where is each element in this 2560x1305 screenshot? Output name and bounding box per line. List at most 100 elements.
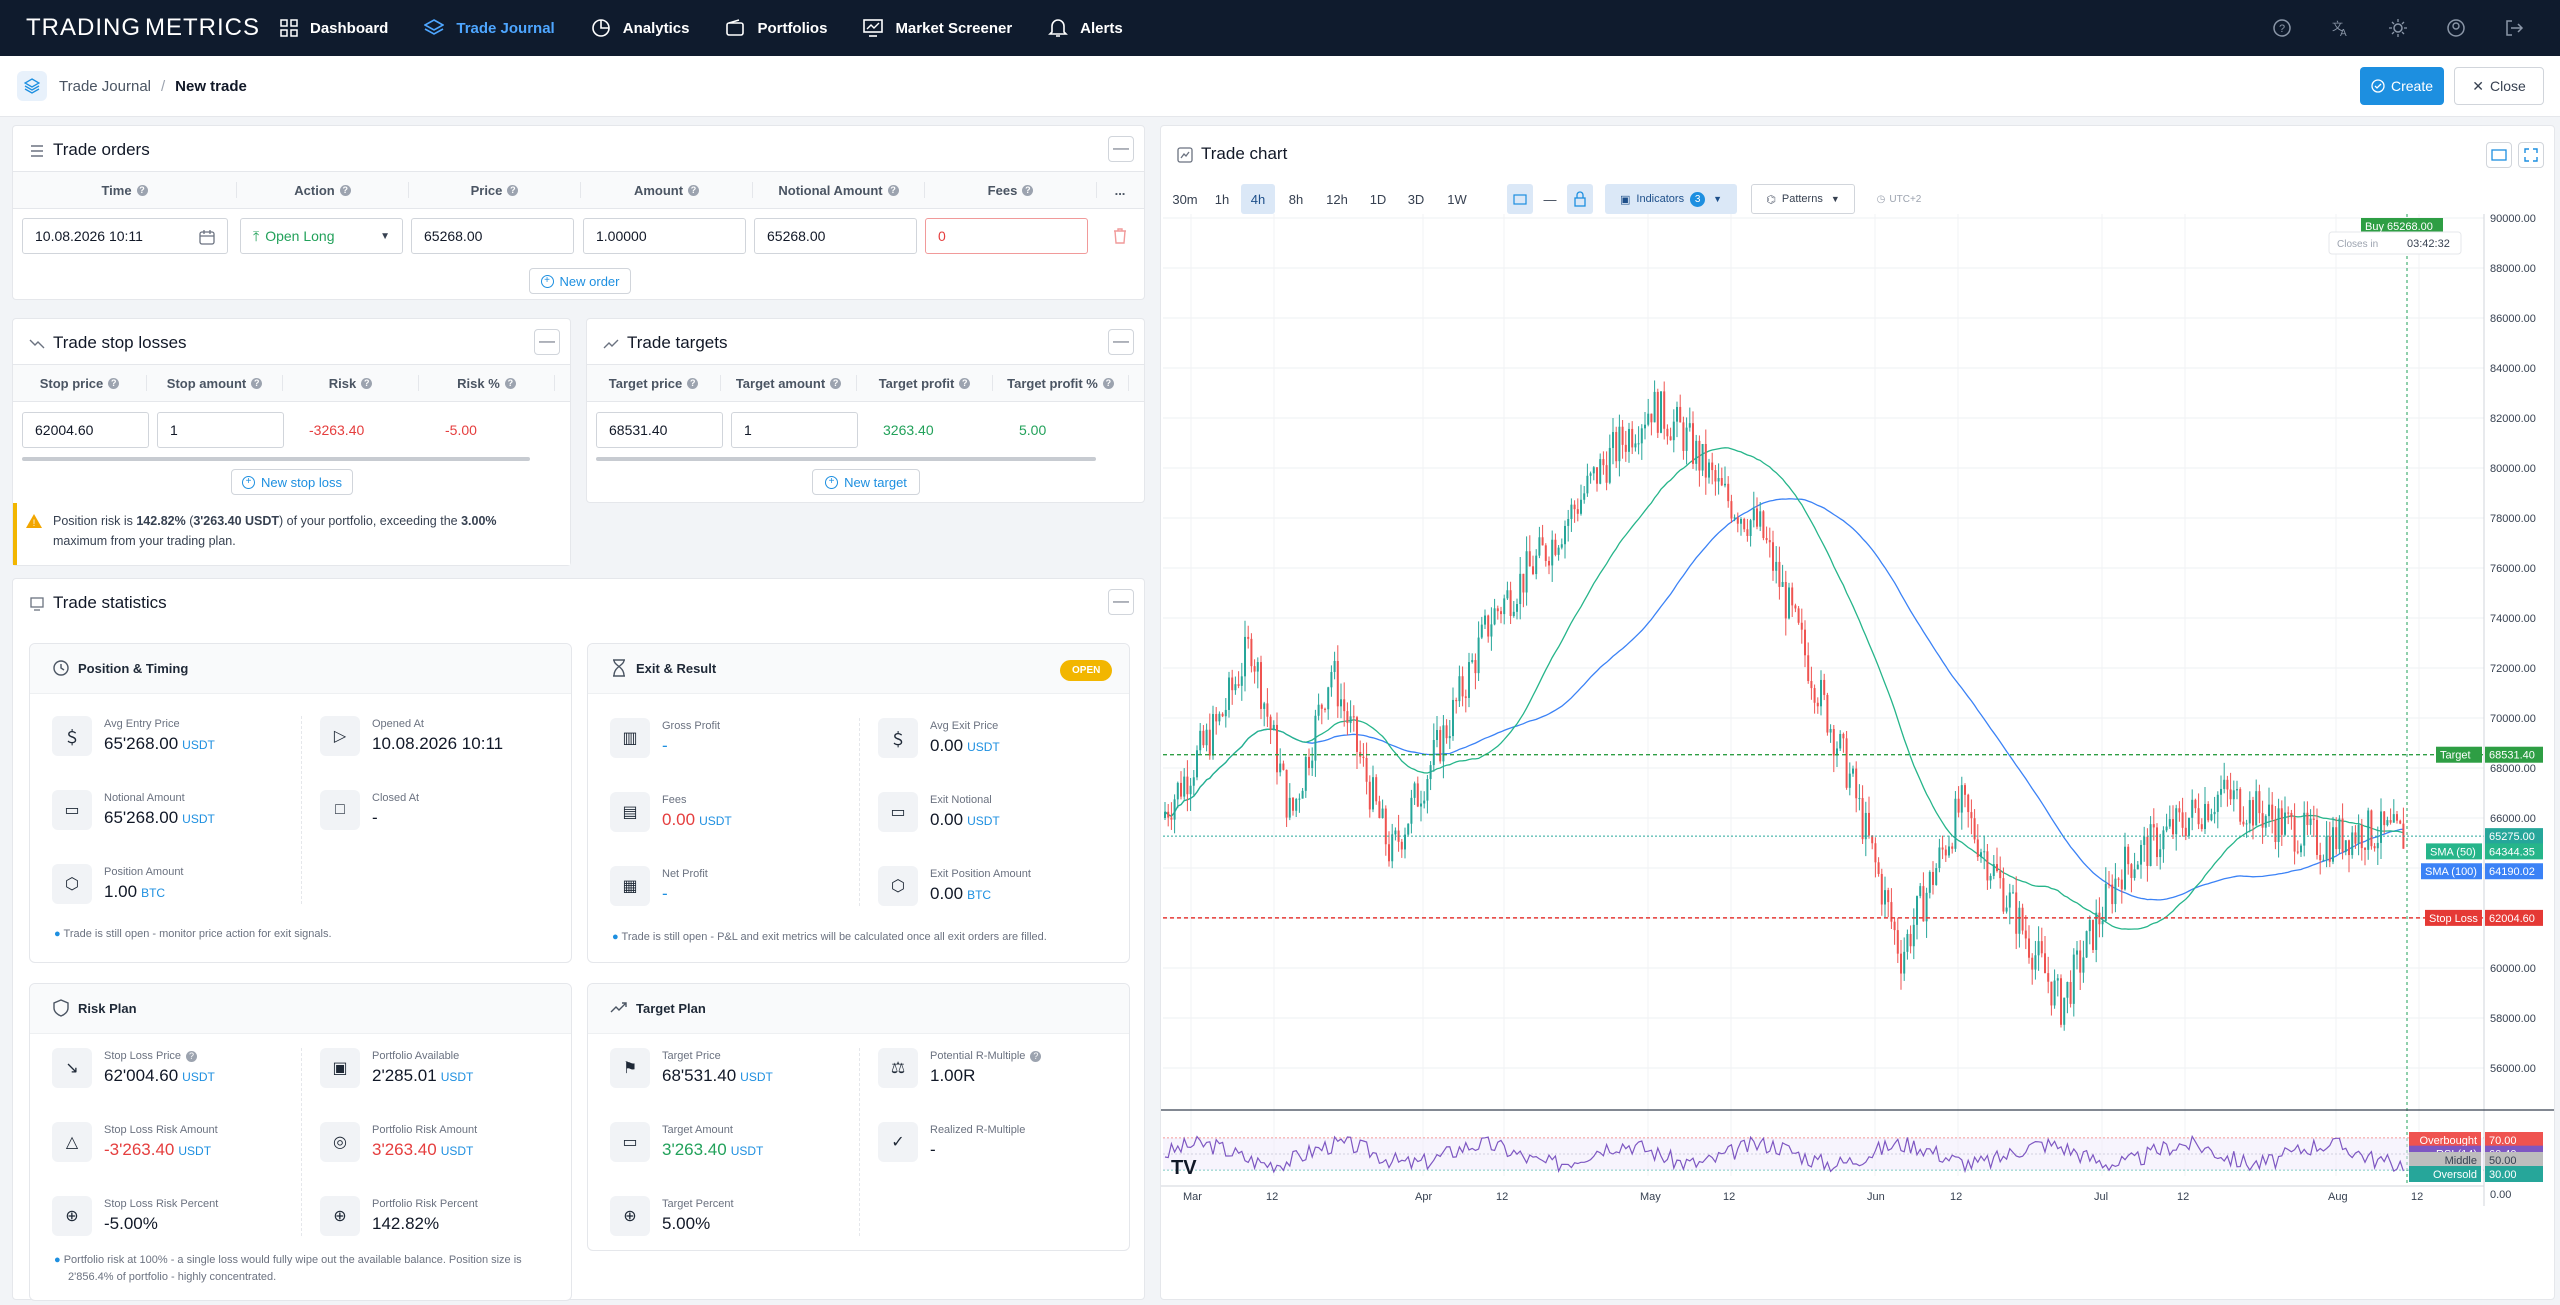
- tf-1w[interactable]: 1W: [1447, 191, 1467, 207]
- stat-label: Avg Entry Price: [104, 718, 180, 730]
- target-price-input[interactable]: 68531.40: [596, 412, 723, 448]
- target-amount-input[interactable]: 1: [731, 412, 858, 448]
- price-tick-label: 56000.00: [2490, 1063, 2536, 1075]
- screenshot-button[interactable]: [2486, 142, 2512, 168]
- account-icon[interactable]: [2446, 18, 2466, 38]
- candle-body: [1324, 708, 1326, 710]
- tf-4h[interactable]: 4h: [1241, 184, 1275, 214]
- nav-market-screener[interactable]: Market Screener: [863, 0, 1012, 56]
- tf-1d[interactable]: 1D: [1369, 191, 1387, 207]
- tf-12h[interactable]: 12h: [1326, 191, 1348, 207]
- close-button[interactable]: ✕ Close: [2454, 67, 2544, 105]
- candle-body: [1602, 459, 1605, 466]
- sma-50-value-label: 64344.35: [2489, 846, 2535, 858]
- indicators-button[interactable]: ▣ Indicators 3 ▼: [1605, 184, 1737, 214]
- sma-100-label-bg: [2421, 863, 2482, 880]
- candle-body: [1228, 677, 1230, 710]
- status-badge: OPEN: [1060, 660, 1113, 681]
- nav-analytics[interactable]: Analytics: [591, 0, 689, 56]
- calendar-icon[interactable]: [199, 229, 215, 245]
- candle-body: [2386, 820, 2389, 826]
- candle-body: [2392, 814, 2395, 823]
- nav-trade-journal[interactable]: Trade Journal: [424, 0, 555, 56]
- candle-body: [1493, 608, 1496, 625]
- candle-body: [1442, 725, 1445, 762]
- nav-label: Alerts: [1080, 19, 1123, 37]
- candle-body: [1272, 724, 1275, 731]
- stat-unit: USDT: [699, 814, 732, 828]
- stop-price-input[interactable]: 62004.60: [22, 412, 149, 448]
- new-order-button[interactable]: + New order: [529, 268, 631, 294]
- price-tick-label: 88000.00: [2490, 263, 2536, 275]
- price-chart[interactable]: 90000.00 88000.00 86000.00 84000.00 82000.00…: [1161, 214, 2554, 1299]
- bar-chart-icon: ▥: [610, 718, 650, 758]
- create-button[interactable]: Create: [2360, 67, 2444, 105]
- new-target-button[interactable]: + New target: [812, 469, 920, 495]
- logout-icon[interactable]: [2504, 18, 2524, 38]
- candle-body: [1180, 782, 1182, 797]
- nav-alerts[interactable]: Alerts: [1048, 0, 1123, 56]
- nav-portfolios[interactable]: Portfolios: [725, 0, 827, 56]
- candle-body: [2050, 981, 2053, 1006]
- collapse-button[interactable]: —: [1108, 589, 1134, 615]
- info-icon: ?: [887, 184, 899, 196]
- order-fees-input[interactable]: 0: [925, 218, 1088, 254]
- horizontal-scrollbar[interactable]: [596, 457, 1096, 461]
- candle-body: [1170, 817, 1173, 820]
- stop-amount-input[interactable]: 1: [157, 412, 284, 448]
- trash-icon[interactable]: [1112, 227, 1128, 245]
- candle-body: [1560, 544, 1563, 548]
- svg-text:文: 文: [2332, 19, 2343, 33]
- candle-body: [1615, 432, 1618, 462]
- candle-body: [1522, 573, 1525, 593]
- play-icon: ▷: [320, 716, 360, 756]
- candle-body: [1823, 679, 1826, 695]
- col-label: Risk %: [457, 375, 500, 391]
- candle-body: [2312, 818, 2315, 820]
- collapse-button[interactable]: —: [1108, 136, 1134, 162]
- candle-body: [2044, 953, 2046, 974]
- breadcrumb-parent[interactable]: Trade Journal: [59, 77, 151, 95]
- patterns-button[interactable]: ⌬ Patterns ▼: [1751, 184, 1855, 214]
- order-action-select[interactable]: ⤒ Open Long ▼: [240, 218, 403, 254]
- fullscreen-button[interactable]: [2518, 142, 2544, 168]
- order-time-input[interactable]: 10.08.2026 10:11: [22, 218, 228, 254]
- order-notional-input[interactable]: 65268.00: [754, 218, 917, 254]
- nav-dashboard[interactable]: Dashboard: [280, 0, 388, 56]
- order-amount-input[interactable]: 1.00000: [583, 218, 746, 254]
- theme-icon[interactable]: [2388, 18, 2408, 38]
- tf-1h[interactable]: 1h: [1214, 191, 1230, 207]
- tf-3d[interactable]: 3D: [1407, 191, 1425, 207]
- candle-body: [1704, 444, 1707, 478]
- brand-logo[interactable]: TRADING METRICS: [26, 14, 259, 42]
- candle-body: [1720, 477, 1723, 486]
- candle-body: [1685, 427, 1688, 451]
- col-time: Time?: [13, 182, 237, 198]
- stat-label: Notional Amount: [104, 792, 185, 804]
- stat-value: 0.00: [662, 810, 696, 829]
- chart-type-button[interactable]: [1507, 184, 1533, 214]
- horizontal-scrollbar[interactable]: [22, 457, 530, 461]
- candle-body: [1580, 499, 1582, 514]
- rsi-oversold-label: Oversold: [2433, 1169, 2477, 1181]
- timezone-label[interactable]: ◷ UTC+2: [1869, 184, 1929, 214]
- more-icon[interactable]: ...: [1114, 182, 1126, 198]
- lock-button[interactable]: [1567, 184, 1593, 214]
- col-label: Price: [470, 182, 503, 198]
- candle-body: [1986, 851, 1989, 881]
- order-price-input[interactable]: 65268.00: [411, 218, 574, 254]
- candle-body: [2236, 789, 2238, 791]
- drawing-line-button[interactable]: —: [1537, 184, 1563, 214]
- candle-body: [1375, 777, 1378, 802]
- candle-body: [1189, 785, 1192, 795]
- candle-body: [1336, 660, 1339, 707]
- help-icon[interactable]: ?: [2272, 18, 2292, 38]
- tf-8h[interactable]: 8h: [1288, 191, 1304, 207]
- collapse-button[interactable]: —: [1108, 329, 1134, 355]
- tf-30m[interactable]: 30m: [1172, 191, 1198, 207]
- trade-statistics-card: Trade statistics — Position & Timing ＄ Av…: [12, 578, 1145, 1301]
- collapse-button[interactable]: —: [534, 329, 560, 355]
- sma-100-value-label: 64190.02: [2489, 866, 2535, 878]
- new-stop-loss-button[interactable]: + New stop loss: [231, 469, 353, 495]
